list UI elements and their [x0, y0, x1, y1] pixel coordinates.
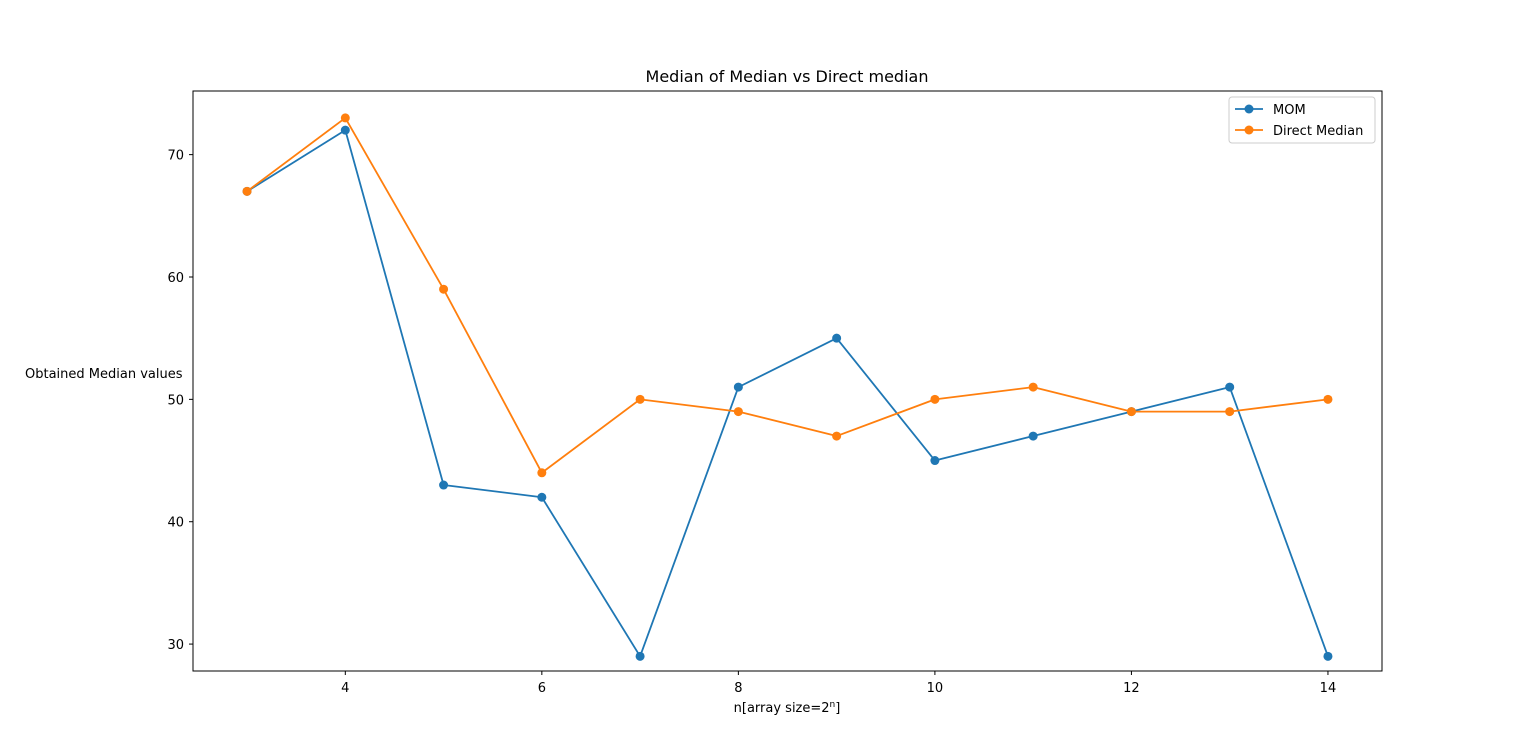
- x-axis-label-superscript: n: [830, 700, 836, 710]
- series-line-mom: [246, 129, 1329, 658]
- data-point-direct-median-6: [537, 468, 547, 478]
- x-axis-label-main: n[array size=2: [734, 701, 830, 716]
- data-point-direct-median-9: [832, 431, 842, 441]
- data-point-direct-median-12: [1126, 407, 1136, 417]
- data-point-direct-median-14: [1323, 394, 1333, 404]
- y-tick-label-50: 50: [167, 393, 184, 408]
- series-line-direct-median: [246, 117, 1329, 474]
- legend: MOM Direct Median: [1228, 96, 1376, 144]
- data-point-direct-median-7: [635, 394, 645, 404]
- legend-marker-direct-median: [1244, 125, 1254, 135]
- plot-area: [193, 91, 1382, 671]
- data-point-direct-median-10: [930, 394, 940, 404]
- data-point-direct-median-3: [242, 186, 252, 196]
- x-tick-label-4: 4: [341, 681, 349, 696]
- plot-frame: [192, 90, 1383, 672]
- data-point-mom-9: [832, 333, 842, 343]
- y-axis-ticks: 30 40 50 60 70: [167, 149, 193, 653]
- data-point-direct-median-5: [439, 284, 449, 294]
- x-tick-label-6: 6: [538, 681, 546, 696]
- x-axis-ticks: 4 6 8 10 12 14: [341, 671, 1336, 696]
- y-tick-label-40: 40: [167, 516, 184, 531]
- chart-title: Median of Median vs Direct median: [646, 67, 929, 86]
- x-axis-label-suffix: ]: [835, 701, 840, 716]
- series-layer: [242, 113, 1333, 661]
- y-tick-label-60: 60: [167, 271, 184, 286]
- data-point-mom-4: [340, 125, 350, 135]
- x-tick-label-14: 14: [1320, 681, 1337, 696]
- legend-marker-mom: [1244, 104, 1254, 114]
- data-point-mom-14: [1323, 651, 1333, 661]
- legend-label-direct-median: Direct Median: [1273, 124, 1363, 139]
- y-tick-label-70: 70: [167, 149, 184, 164]
- data-point-direct-median-13: [1225, 407, 1235, 417]
- x-axis-label: n[array size=2n]: [734, 700, 841, 716]
- x-tick-label-8: 8: [734, 681, 742, 696]
- y-tick-label-30: 30: [167, 638, 184, 653]
- data-point-mom-10: [930, 456, 940, 466]
- data-point-direct-median-4: [340, 113, 350, 123]
- data-point-mom-6: [537, 492, 547, 502]
- y-axis-label: Obtained Median values: [25, 367, 183, 382]
- x-tick-label-10: 10: [927, 681, 944, 696]
- data-point-direct-median-11: [1028, 382, 1038, 392]
- legend-box: [1228, 96, 1376, 144]
- data-point-mom-11: [1028, 431, 1038, 441]
- data-point-mom-7: [635, 651, 645, 661]
- legend-label-mom: MOM: [1273, 103, 1306, 118]
- data-point-mom-5: [439, 480, 449, 490]
- data-point-mom-13: [1225, 382, 1235, 392]
- data-point-mom-8: [733, 382, 743, 392]
- data-point-direct-median-8: [733, 407, 743, 417]
- x-tick-label-12: 12: [1123, 681, 1140, 696]
